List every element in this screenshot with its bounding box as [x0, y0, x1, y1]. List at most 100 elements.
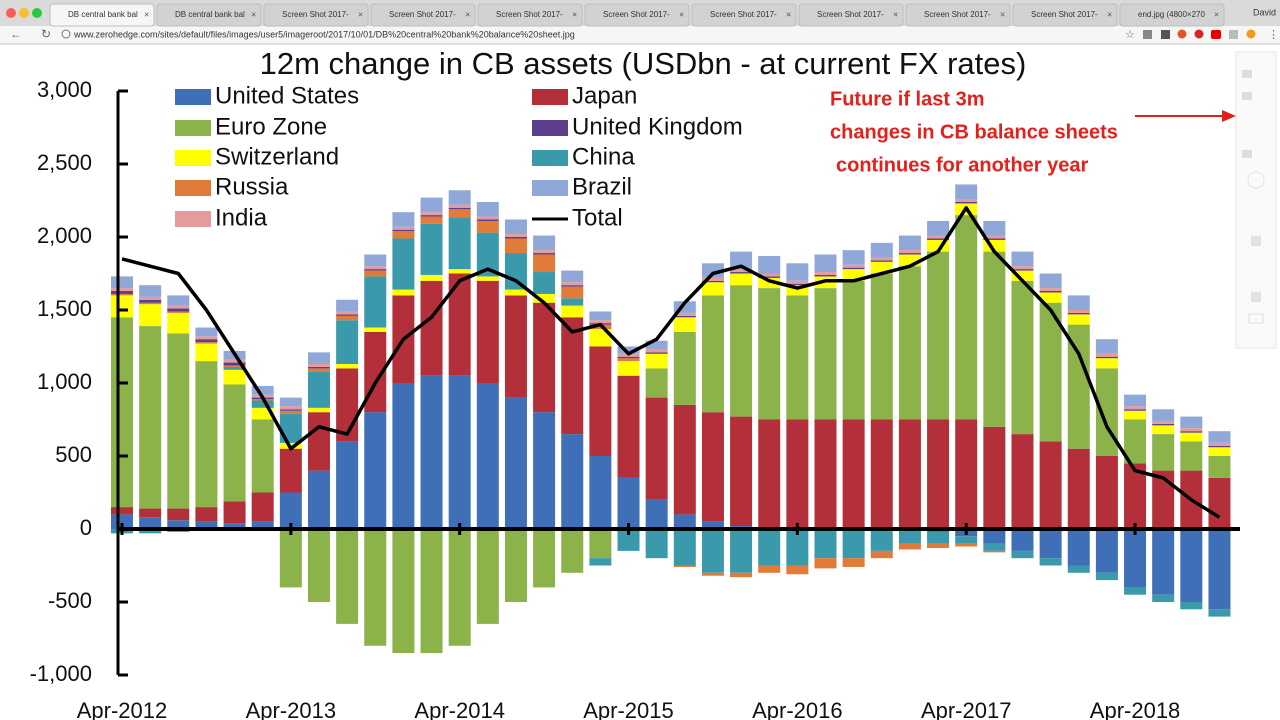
extension-icon[interactable]	[1161, 30, 1170, 39]
bar-segment	[533, 529, 556, 588]
tab-close[interactable]: ×	[1107, 9, 1112, 19]
extension-icon[interactable]	[1211, 30, 1221, 39]
tab[interactable]	[477, 3, 583, 27]
tab[interactable]	[49, 3, 155, 27]
tool-icon[interactable]	[1242, 150, 1252, 158]
bar-segment	[336, 320, 359, 365]
bar-segment	[167, 333, 190, 509]
maximize-window[interactable]	[32, 8, 42, 18]
minimize-window[interactable]	[19, 8, 29, 18]
bar-segment	[1067, 448, 1090, 529]
bar-segment	[533, 254, 556, 273]
tool-icon[interactable]	[1251, 236, 1261, 246]
bar-segment	[504, 289, 527, 296]
tab-close[interactable]: ×	[144, 9, 149, 19]
bar-segment	[617, 358, 640, 362]
bar-segment	[561, 529, 584, 573]
tool-icon[interactable]	[1242, 92, 1252, 100]
bar-segment	[842, 264, 865, 268]
tab-close[interactable]: ×	[786, 9, 791, 19]
tool-icon[interactable]	[1242, 70, 1252, 78]
bar-segment	[1208, 609, 1231, 617]
back-button[interactable]: ←	[10, 27, 22, 41]
tab-close[interactable]: ×	[251, 9, 256, 19]
tab[interactable]	[798, 3, 904, 27]
tab[interactable]	[691, 3, 797, 27]
bar-segment	[1180, 432, 1203, 442]
bar-segment	[814, 288, 837, 420]
bar-segment	[223, 369, 246, 385]
bar-segment	[167, 520, 190, 529]
bar-segment	[1095, 353, 1118, 357]
extension-icon[interactable]	[1229, 30, 1238, 39]
tab-close[interactable]: ×	[679, 9, 684, 19]
bar-segment	[1180, 431, 1203, 433]
bar-segment	[870, 242, 893, 258]
tab-close[interactable]: ×	[572, 9, 577, 19]
bar-segment	[448, 204, 471, 208]
bar-segment	[730, 529, 753, 573]
bar-segment	[448, 190, 471, 205]
bar-segment	[195, 343, 218, 362]
tab[interactable]	[156, 3, 262, 27]
bar-segment	[645, 349, 668, 353]
profile-name[interactable]: David	[1253, 7, 1276, 17]
bar-segment	[1124, 587, 1147, 595]
bar-segment	[195, 361, 218, 508]
tab[interactable]	[370, 3, 476, 27]
close-window[interactable]	[6, 8, 16, 18]
bar-segment	[533, 293, 556, 303]
bar-segment	[111, 288, 133, 292]
tab[interactable]	[584, 3, 690, 27]
y-tick-label: -1,000	[30, 661, 92, 686]
bar-segment	[814, 272, 837, 275]
bar-segment	[589, 529, 612, 559]
tab[interactable]	[1012, 3, 1118, 27]
bar-segment	[758, 529, 781, 566]
bar-segment	[167, 311, 190, 313]
bar-segment	[223, 362, 246, 366]
tab-close[interactable]: ×	[465, 9, 470, 19]
tool-icon[interactable]	[1251, 292, 1261, 302]
bar-segment	[701, 295, 724, 413]
tab[interactable]	[263, 3, 369, 27]
tab-close[interactable]: ×	[1214, 9, 1219, 19]
tab-close[interactable]: ×	[893, 9, 898, 19]
bar-segment	[111, 295, 133, 318]
bar-segment	[364, 327, 387, 332]
tool-icon[interactable]	[1247, 171, 1265, 189]
bar-segment	[786, 565, 809, 575]
bar-segment	[111, 293, 133, 296]
bar-segment	[673, 529, 696, 566]
bar-segment	[476, 220, 499, 233]
tab-close[interactable]: ×	[358, 9, 363, 19]
menu-button[interactable]: ⋮	[1268, 29, 1279, 41]
bar-segment	[139, 508, 162, 518]
bar-segment	[1180, 416, 1203, 429]
bar-segment	[955, 536, 978, 544]
extension-icon[interactable]	[1246, 29, 1256, 39]
tab[interactable]	[905, 3, 1011, 27]
bar-segment	[504, 234, 527, 237]
extension-icon[interactable]	[1194, 29, 1204, 39]
extension-icon[interactable]	[1177, 29, 1187, 39]
bar-segment	[223, 365, 246, 367]
reload-button[interactable]: ↻	[41, 27, 51, 41]
bookmark-star[interactable]: ☆	[1125, 29, 1135, 41]
bar-segment	[533, 253, 556, 255]
tab[interactable]	[1119, 3, 1225, 27]
tab-close[interactable]: ×	[1000, 9, 1005, 19]
x-tick-label: Apr-2015	[583, 698, 674, 720]
bar-segment	[898, 419, 921, 529]
extension-icon[interactable]	[1143, 30, 1152, 39]
tab-title: Screen Shot 2017-	[496, 10, 563, 19]
bar-segment	[139, 529, 162, 534]
tab-title: Screen Shot 2017-	[710, 10, 777, 19]
bar-segment	[504, 253, 527, 290]
address-bar	[0, 26, 1280, 44]
info-icon[interactable]	[61, 29, 71, 39]
tool-icon[interactable]	[1248, 313, 1264, 324]
url[interactable]: www.zerohedge.com/sites/default/files/im…	[73, 29, 575, 39]
bar-segment	[1039, 302, 1062, 442]
